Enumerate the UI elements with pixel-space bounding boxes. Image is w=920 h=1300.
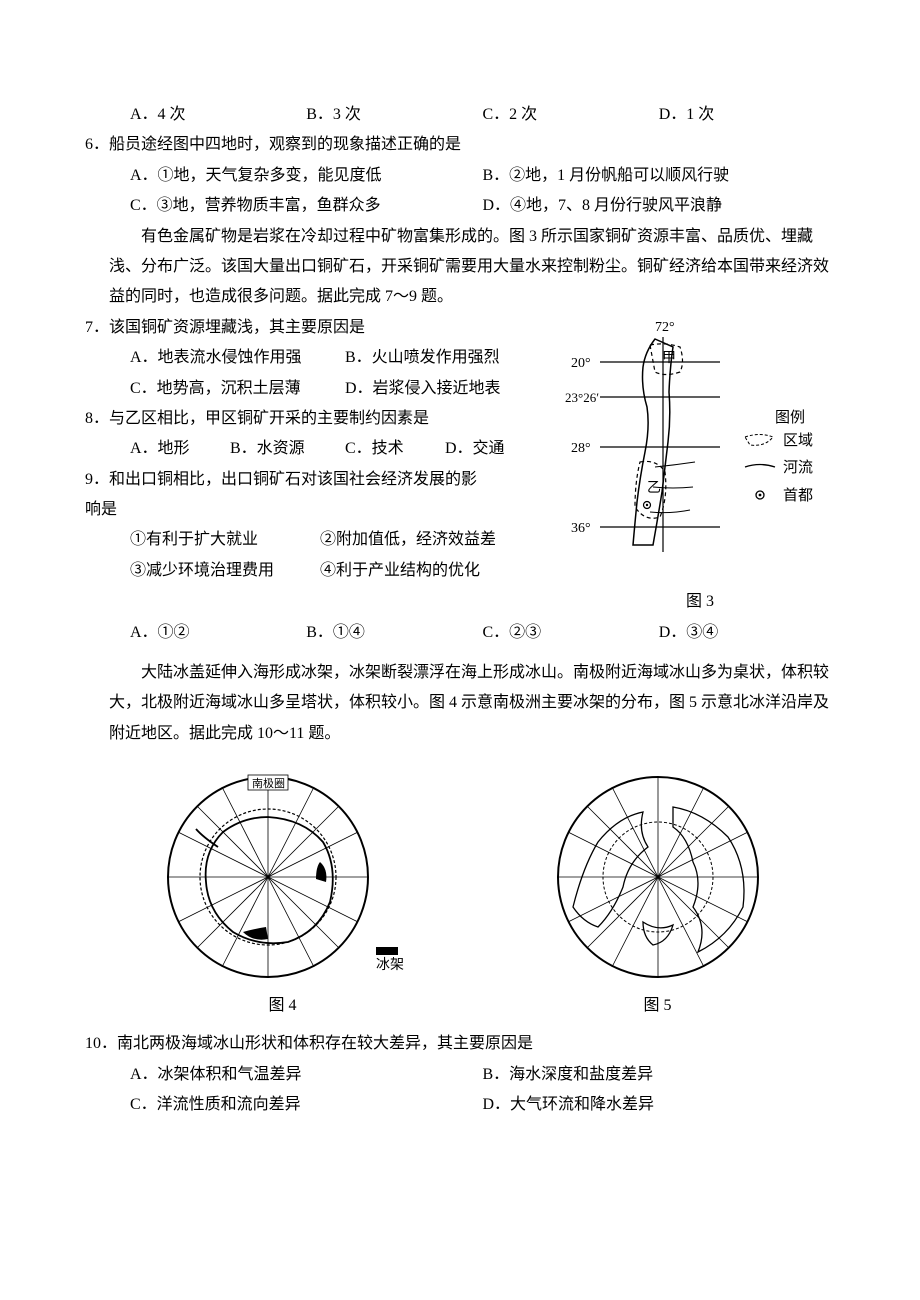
fig5-caption: 图 5 <box>643 991 671 1021</box>
svg-text:36°: 36° <box>571 521 591 536</box>
q9-opt-c: C．②③ <box>483 618 659 648</box>
q6-opt-a: A．①地，天气复杂多变，能见度低 <box>130 161 483 191</box>
q7-row1: A．地表流水侵蚀作用强 B．火山喷发作用强烈 <box>85 343 557 373</box>
arctic-map-icon <box>543 767 773 987</box>
q8-opt-b: B．水资源 <box>230 434 345 464</box>
fig3-lon: 72° <box>655 320 675 335</box>
svg-text:河流: 河流 <box>783 459 813 476</box>
q9-options: A．①② B．①④ C．②③ D．③④ <box>85 618 835 648</box>
q6-opt-d: D．④地，7、8 月份行驶风平浪静 <box>483 191 836 221</box>
antarctic-map-icon: 南极圈 冰架 <box>148 767 418 987</box>
q9-opt-a: A．①② <box>130 618 306 648</box>
q8-opt-c: C．技术 <box>345 434 445 464</box>
fig4-caption: 图 4 <box>268 991 296 1021</box>
q8-row: A．地形 B．水资源 C．技术 D．交通 <box>85 434 557 464</box>
q9-s3: ③减少环境治理费用 <box>130 556 320 586</box>
q5-opt-c: C．2 次 <box>483 100 659 130</box>
q10-row1: A．冰架体积和气温差异 B．海水深度和盐度差异 <box>85 1060 835 1090</box>
figures-row: 南极圈 冰架 图 4 图 5 <box>85 767 835 1021</box>
q6-opt-c: C．③地，营养物质丰富，鱼群众多 <box>130 191 483 221</box>
q6-stem: 6．船员途经图中四地时，观察到的现象描述正确的是 <box>85 130 835 160</box>
q7-opt-c: C．地势高，沉积土层薄 <box>130 374 345 404</box>
svg-text:南极圈: 南极圈 <box>252 776 285 790</box>
svg-text:28°: 28° <box>571 441 591 456</box>
q10-opt-c: C．洋流性质和流向差异 <box>130 1090 483 1120</box>
q9-s4: ④利于产业结构的优化 <box>320 556 480 586</box>
q10-opt-b: B．海水深度和盐度差异 <box>483 1060 836 1090</box>
svg-text:20°: 20° <box>571 356 591 371</box>
q7-row2: C．地势高，沉积土层薄 D．岩浆侵入接近地表 <box>85 374 557 404</box>
map-chile-icon: 72° 20° 23°26′ 28° 36° 甲 乙 <box>565 317 835 572</box>
q9-sub1: ①有利于扩大就业 ②附加值低，经济效益差 <box>85 525 557 555</box>
q7-opt-a: A．地表流水侵蚀作用强 <box>130 343 345 373</box>
svg-text:乙: 乙 <box>647 480 661 496</box>
q9-s2: ②附加值低，经济效益差 <box>320 525 496 555</box>
svg-text:23°26′: 23°26′ <box>565 390 599 405</box>
q6-opt-b: B．②地，1 月份帆船可以顺风行驶 <box>483 161 836 191</box>
q10-stem: 10．南北两极海域冰山形状和体积存在较大差异，其主要原因是 <box>85 1029 835 1059</box>
q9-sub2: ③减少环境治理费用 ④利于产业结构的优化 <box>85 556 557 586</box>
svg-text:图例: 图例 <box>775 409 805 426</box>
q8-opt-a: A．地形 <box>130 434 230 464</box>
q6-options-2: C．③地，营养物质丰富，鱼群众多 D．④地，7、8 月份行驶风平浪静 <box>85 191 835 221</box>
q10-row2: C．洋流性质和流向差异 D．大气环流和降水差异 <box>85 1090 835 1120</box>
svg-text:首都: 首都 <box>783 487 813 504</box>
q8-opt-d: D．交通 <box>445 434 505 464</box>
figure-5: 图 5 <box>543 767 773 1021</box>
q5-opt-d: D．1 次 <box>659 100 835 130</box>
q5-options: A．4 次 B．3 次 C．2 次 D．1 次 <box>85 100 835 130</box>
svg-text:甲: 甲 <box>662 351 676 366</box>
q5-opt-a: A．4 次 <box>130 100 306 130</box>
q7-opt-b: B．火山喷发作用强烈 <box>345 343 500 373</box>
q6-options-1: A．①地，天气复杂多变，能见度低 B．②地，1 月份帆船可以顺风行驶 <box>85 161 835 191</box>
fig3-caption: 图 3 <box>565 587 835 617</box>
q9-opt-d: D．③④ <box>659 618 835 648</box>
q9-s1: ①有利于扩大就业 <box>130 525 320 555</box>
q7-opt-d: D．岩浆侵入接近地表 <box>345 374 501 404</box>
figure-3: 72° 20° 23°26′ 28° 36° 甲 乙 <box>565 317 835 618</box>
figure-4: 南极圈 冰架 图 4 <box>148 767 418 1021</box>
q5-opt-b: B．3 次 <box>306 100 482 130</box>
q10-opt-a: A．冰架体积和气温差异 <box>130 1060 483 1090</box>
passage-3: 大陆冰盖延伸入海形成冰架，冰架断裂漂浮在海上形成冰山。南极附近海域冰山多为桌状，… <box>85 658 835 749</box>
q10-opt-d: D．大气环流和降水差异 <box>483 1090 836 1120</box>
passage-2: 有色金属矿物是岩浆在冷却过程中矿物富集形成的。图 3 所示国家铜矿资源丰富、品质… <box>85 222 835 313</box>
q9-opt-b: B．①④ <box>306 618 482 648</box>
svg-text:区域: 区域 <box>783 432 813 449</box>
svg-text:冰架: 冰架 <box>376 957 404 973</box>
